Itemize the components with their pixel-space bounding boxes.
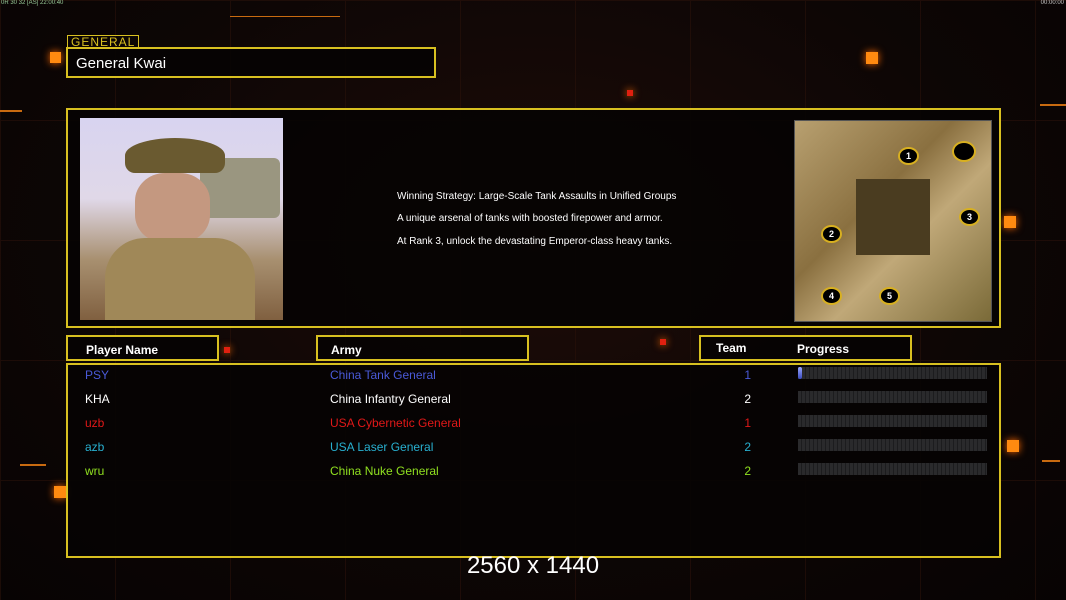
decor-square [224, 347, 230, 353]
player-name: KHA [85, 392, 110, 406]
map-start-position[interactable]: 4 [821, 287, 842, 305]
header-label: Player Name [86, 343, 159, 357]
decor-line [20, 464, 46, 466]
decor-square [1007, 440, 1019, 452]
player-row[interactable]: KHA China Infantry General 2 [66, 388, 1001, 410]
general-section-label: GENERAL [67, 35, 140, 48]
progress-bar [798, 367, 987, 379]
description-line: At Rank 3, unlock the devastating Empero… [397, 236, 673, 247]
player-team[interactable]: 2 [744, 392, 751, 406]
general-portrait [80, 118, 283, 320]
status-left: 0R 30 32 [AS] 22:00:40 [1, 0, 64, 6]
player-army[interactable]: USA Laser General [330, 440, 434, 454]
player-row[interactable]: uzb USA Cybernetic General 1 [66, 412, 1001, 434]
general-name: General Kwai [76, 55, 167, 72]
decor-square [660, 339, 666, 345]
progress-bar [798, 463, 987, 475]
map-start-position[interactable]: 3 [959, 208, 980, 226]
progress-bar [798, 391, 987, 403]
player-name: wru [85, 464, 105, 478]
player-army[interactable]: China Tank General [330, 368, 436, 382]
decor-square [866, 52, 878, 64]
map-start-position[interactable]: 2 [821, 225, 842, 243]
officer-uniform [105, 238, 255, 320]
map-start-position[interactable]: 5 [879, 287, 900, 305]
army-header: Army [316, 335, 529, 361]
player-name: azb [85, 440, 105, 454]
player-army[interactable]: USA Cybernetic General [330, 416, 461, 430]
progress-fill [798, 367, 802, 379]
decor-line [1042, 460, 1060, 462]
player-team[interactable]: 2 [744, 464, 751, 478]
player-army[interactable]: China Nuke General [330, 464, 439, 478]
officer-cap [125, 138, 225, 173]
progress-bar [798, 439, 987, 451]
progress-header-label: Progress [797, 342, 850, 356]
header-label: Army [331, 343, 362, 357]
player-row[interactable]: azb USA Laser General 2 [66, 436, 1001, 458]
player-team[interactable]: 1 [744, 416, 751, 430]
decor-square [54, 486, 66, 498]
decor-square [627, 90, 633, 96]
player-row[interactable]: wru China Nuke General 2 [66, 460, 1001, 482]
decor-line [0, 110, 22, 112]
decor-square [50, 52, 61, 63]
description-line: Winning Strategy: Large-Scale Tank Assau… [397, 191, 677, 202]
map-start-empty[interactable] [952, 141, 976, 162]
progress-bar [798, 415, 987, 427]
description-line: A unique arsenal of tanks with boosted f… [397, 213, 663, 224]
player-team[interactable]: 1 [744, 368, 751, 382]
status-right: 00:00:00 [1040, 0, 1064, 6]
player-name: uzb [85, 416, 105, 430]
officer-face [135, 173, 210, 243]
general-name-box: General Kwai [66, 47, 436, 78]
player-row[interactable]: PSY China Tank General 1 [66, 364, 1001, 386]
team-progress-header: Team Progress [699, 335, 912, 361]
player-name: PSY [85, 368, 110, 382]
decor-line [230, 16, 340, 17]
team-header-label: Team [716, 341, 747, 355]
map-start-position[interactable]: 1 [898, 147, 919, 165]
player-army[interactable]: China Infantry General [330, 392, 451, 406]
player-name-header: Player Name [66, 335, 219, 361]
decor-line [1040, 104, 1066, 106]
decor-square [1004, 216, 1016, 228]
map-center [856, 179, 930, 255]
player-team[interactable]: 2 [744, 440, 751, 454]
resolution-watermark: 2560 x 1440 [466, 552, 600, 579]
